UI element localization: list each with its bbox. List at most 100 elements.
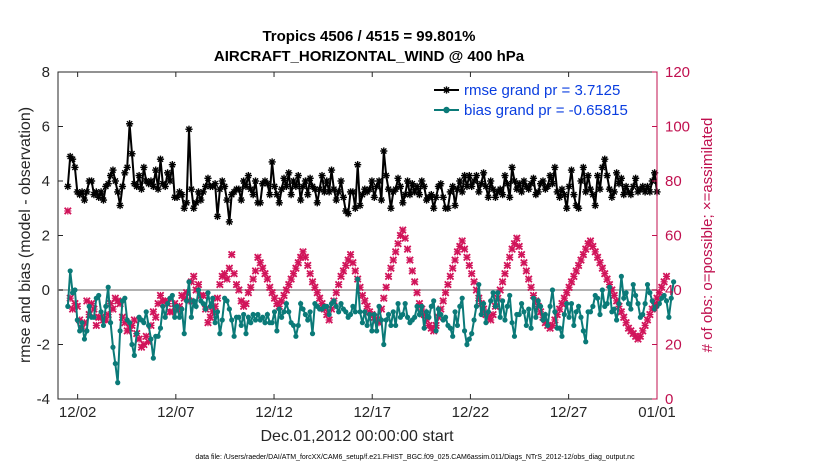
bias-point	[179, 306, 185, 312]
obs-count-marker	[463, 253, 471, 262]
bias-point	[210, 295, 216, 301]
rmse-point	[235, 185, 243, 193]
bias-series	[65, 268, 677, 386]
bias-point	[400, 311, 406, 318]
legend-rmse-marker	[442, 86, 451, 94]
rmse-point	[225, 218, 233, 226]
rmse-point	[311, 185, 319, 193]
bias-point	[245, 314, 251, 320]
rmse-point	[106, 171, 115, 180]
obs-count-marker	[306, 269, 314, 278]
rmse-point	[399, 199, 407, 207]
rmse-point	[299, 182, 307, 191]
bias-point	[352, 309, 358, 315]
rmse-point	[282, 182, 290, 191]
bias-point	[347, 311, 354, 318]
rmse-point	[140, 163, 148, 171]
obs-count-marker	[389, 256, 398, 264]
obs-count-marker	[398, 226, 407, 234]
rmse-point	[629, 182, 637, 191]
rmse-point	[373, 182, 381, 191]
bias-point	[369, 328, 375, 334]
bias-point	[155, 333, 161, 339]
obs-count-marker	[520, 258, 528, 267]
bias-point	[473, 303, 480, 309]
obs-count-marker	[451, 256, 459, 264]
y-axis-ticks: -4 -2 0 2 4 6 8	[37, 64, 63, 408]
bias-point	[454, 322, 461, 329]
bias-point	[583, 339, 589, 345]
rmse-point	[95, 193, 103, 201]
bias-point	[172, 314, 178, 320]
bias-point	[241, 311, 247, 318]
bias-point	[281, 309, 287, 315]
rmse-point	[468, 182, 476, 191]
rmse-point	[242, 182, 250, 191]
obs-count-marker	[242, 299, 250, 308]
bias-point	[112, 360, 118, 367]
rmse-point	[164, 169, 172, 177]
bias-point	[67, 268, 73, 274]
bias-point	[200, 301, 206, 307]
rmse-point	[204, 174, 212, 182]
bias-point	[485, 309, 491, 315]
obs-count-marker	[441, 288, 450, 297]
y-tick-right-label: 100	[665, 119, 690, 136]
rmse-point	[584, 171, 592, 180]
bias-point	[412, 314, 418, 320]
obs-count-marker	[408, 267, 417, 275]
rmse-point	[187, 185, 195, 193]
obs-count-marker	[600, 269, 609, 278]
bias-point	[77, 328, 83, 334]
obs-count-marker	[379, 294, 388, 303]
y-tick-label: 4	[42, 173, 50, 190]
bias-point	[307, 309, 313, 315]
obs-count-marker	[230, 269, 238, 278]
bias-point	[366, 311, 373, 318]
bias-point	[186, 279, 192, 285]
bias-point	[343, 309, 349, 315]
obs-count-marker	[439, 297, 448, 305]
bias-point	[606, 284, 613, 290]
bias-point	[628, 306, 634, 312]
rmse-point	[639, 182, 647, 191]
obs-count-marker	[249, 275, 257, 283]
rmse-point	[496, 185, 504, 193]
bias-point	[426, 314, 432, 320]
rmse-point	[615, 180, 623, 188]
bias-point	[549, 287, 556, 293]
rmse-point	[544, 182, 552, 191]
bias-point	[469, 331, 475, 337]
bias-point	[545, 322, 551, 329]
rmse-point	[275, 199, 283, 207]
rmse-point	[280, 174, 288, 182]
rmse-point	[603, 171, 611, 180]
rmse-point	[287, 191, 295, 199]
rmse-point	[294, 171, 302, 180]
bias-point	[290, 322, 297, 329]
rmse-point	[289, 177, 298, 185]
obs-count-marker	[223, 275, 231, 283]
bias-point	[126, 320, 133, 326]
obs-count-marker	[332, 288, 341, 297]
obs-count-marker	[189, 272, 198, 281]
rmse-point	[325, 188, 333, 196]
bias-point	[302, 311, 308, 318]
obs-count-marker	[403, 245, 412, 253]
bias-point	[364, 322, 370, 329]
rmse-point	[114, 188, 122, 196]
bias-point	[395, 301, 401, 307]
rmse-point	[318, 171, 326, 180]
rmse-point	[335, 188, 343, 196]
bias-point	[416, 311, 423, 318]
rmse-point	[432, 193, 440, 201]
bias-point	[671, 279, 677, 285]
rmse-point	[339, 193, 348, 201]
bias-point	[238, 322, 244, 329]
rmse-series	[64, 120, 661, 226]
bias-point	[385, 311, 392, 318]
rmse-point	[377, 196, 386, 204]
x-axis-label: Dec.01,2012 00:00:00 start	[260, 428, 454, 445]
bias-point	[530, 295, 537, 301]
rmse-point	[437, 180, 445, 188]
